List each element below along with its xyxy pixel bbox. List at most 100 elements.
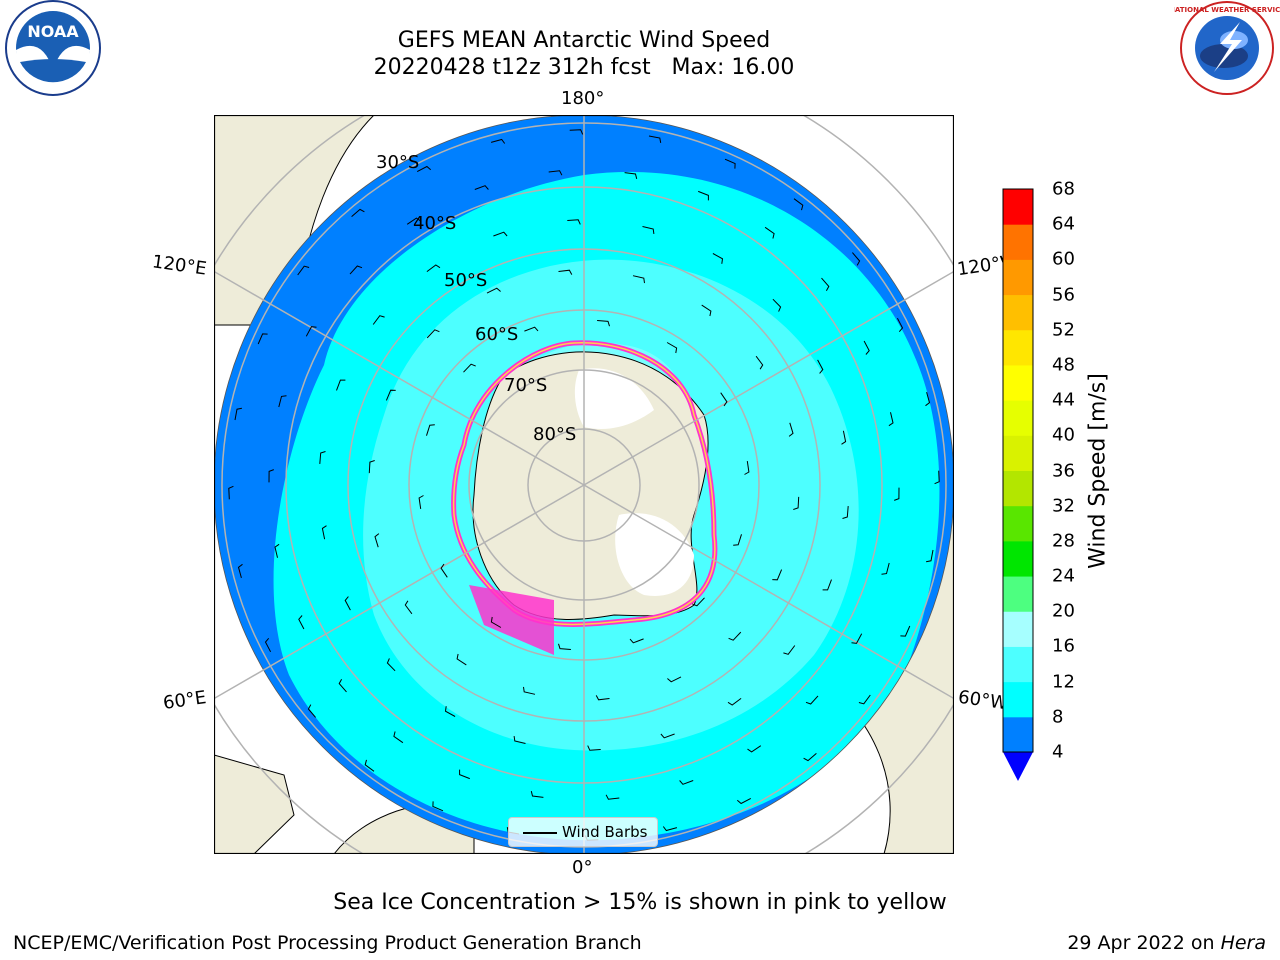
wind-barb	[595, 695, 610, 701]
wind-barb	[298, 615, 305, 630]
colorbar-tick-label: 20	[1052, 600, 1075, 622]
colorbar-tick-label: 64	[1052, 213, 1075, 235]
wind-barb	[351, 208, 365, 217]
wind-barb	[368, 460, 375, 474]
lat-label-30s: 30°S	[376, 152, 420, 173]
wind-barb	[698, 190, 709, 201]
colorbar-band	[1003, 470, 1033, 507]
wind-barb	[404, 600, 413, 615]
wind-barb	[888, 412, 894, 427]
legend-label: Wind Barbs	[562, 823, 648, 841]
wind-barb	[744, 461, 750, 475]
ice-weddell-shelf	[615, 513, 694, 596]
wind-barb	[587, 745, 601, 751]
colorbar-band	[1003, 611, 1033, 647]
wind-barb	[234, 407, 242, 421]
wind-barb	[662, 826, 678, 832]
wind-barb	[305, 326, 317, 337]
colorbar-band	[1003, 435, 1033, 471]
colorbar-band	[1003, 364, 1033, 401]
wind-barb	[456, 653, 467, 666]
wind-barb	[386, 658, 396, 672]
wind-barb	[712, 253, 724, 264]
wind-barb	[803, 753, 817, 762]
lat-label-60s: 60°S	[475, 324, 519, 345]
wind-barb	[426, 264, 441, 273]
sea-ice-weddell-pack	[469, 585, 554, 655]
wind-barb	[900, 625, 911, 637]
wind-barb	[733, 534, 742, 546]
wind-barb	[297, 265, 310, 276]
colorbar-band	[1003, 576, 1033, 612]
wind-barb	[416, 165, 432, 173]
lon-label-180: 180°	[561, 88, 605, 109]
colorbar-band	[1003, 259, 1033, 296]
wind-barb	[513, 736, 526, 744]
wind-barb	[648, 135, 662, 143]
wind-barb	[493, 231, 508, 237]
wind-barb	[805, 695, 819, 705]
colorbar	[1002, 188, 1034, 781]
wind-barb	[926, 549, 934, 563]
wind-barb	[788, 422, 794, 437]
wind-barb	[632, 275, 645, 284]
colorbar-band	[1003, 646, 1033, 683]
wind-barb	[764, 226, 775, 239]
wind-barb	[524, 326, 539, 332]
svg-text:NATIONAL WEATHER SERVICE: NATIONAL WEATHER SERVICE	[1174, 6, 1280, 14]
wind-barb	[237, 563, 243, 579]
colorbar-band	[1003, 505, 1033, 542]
footer-machine: Hera	[1220, 932, 1266, 954]
lon-label-60e: 60°E	[161, 687, 208, 714]
sea-ice-note: Sea Ice Concentration > 15% is shown in …	[333, 890, 947, 915]
wind-barb	[321, 525, 327, 540]
colorbar-band	[1003, 400, 1033, 436]
wind-barb	[894, 487, 900, 501]
wind-barb	[264, 637, 272, 653]
wind-barbs-legend: Wind Barbs	[508, 817, 658, 847]
colorbar-label: Wind Speed [m/s]	[1085, 373, 1111, 569]
wind-barb	[822, 579, 832, 591]
wind-barb	[934, 470, 940, 485]
wind-barb	[817, 359, 824, 374]
footer-date: 29 Apr 2022 on Hera	[1067, 932, 1266, 954]
colorbar-band	[1003, 224, 1033, 260]
wind-barb	[858, 694, 871, 705]
colorbar-tick-label: 56	[1052, 284, 1075, 306]
wind-barb	[724, 158, 736, 169]
wind-barb	[349, 265, 363, 275]
wind-barb	[841, 430, 847, 445]
wind-barb	[228, 485, 234, 500]
colorbar-tick-label: 44	[1052, 389, 1075, 411]
wind-barb	[426, 424, 435, 436]
wind-barb	[278, 395, 287, 408]
wind-barb	[667, 676, 682, 683]
colorbar-band	[1003, 716, 1033, 753]
nws-logo: NATIONAL WEATHER SERVICE	[1174, 1, 1280, 95]
wind-barb	[530, 790, 544, 798]
wind-barb	[558, 643, 571, 650]
wind-barb	[783, 645, 796, 655]
wind-barb	[728, 631, 742, 641]
land-madagascar	[214, 754, 295, 854]
wind-barb	[569, 129, 584, 135]
wind-barb	[567, 219, 581, 225]
wind-barb	[426, 329, 440, 339]
colorbar-tick-label: 28	[1052, 530, 1075, 552]
colorbar-tick-label: 52	[1052, 319, 1075, 341]
colorbar-tick-label: 32	[1052, 495, 1075, 517]
wind-barb	[660, 733, 675, 739]
colorbar-tick-label: 40	[1052, 424, 1075, 446]
lon-label-0: 0°	[572, 857, 593, 878]
wind-barb	[821, 277, 830, 292]
lat-label-50s: 50°S	[444, 270, 488, 291]
colorbar-tick-label: 24	[1052, 565, 1075, 587]
wind-barb	[319, 451, 326, 464]
wind-barb	[364, 759, 375, 772]
polar-map	[214, 115, 954, 854]
wind-barb	[666, 342, 678, 354]
wind-barb	[336, 379, 346, 391]
wind-barb	[881, 562, 890, 575]
wind-barb	[432, 801, 444, 812]
wind-barb	[736, 797, 752, 805]
